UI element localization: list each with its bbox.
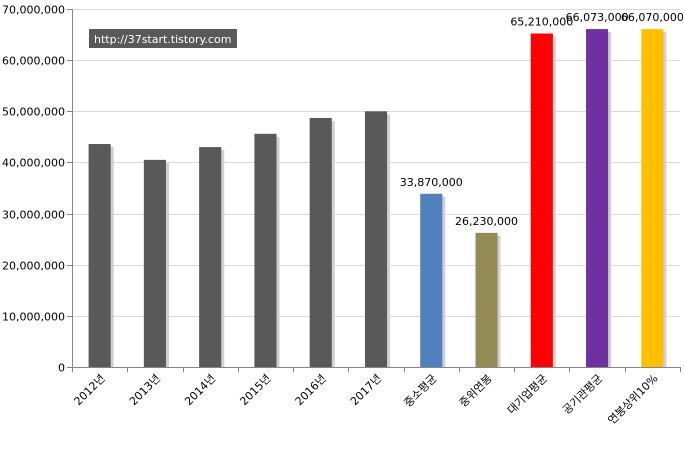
bar	[309, 117, 332, 367]
bar	[254, 133, 277, 367]
y-tick-label: 70,000,000	[2, 4, 65, 17]
bar	[364, 111, 388, 368]
data-label: 65,210,000	[510, 15, 573, 28]
bar	[475, 232, 498, 367]
bar	[586, 29, 609, 367]
data-label: 33,870,000	[400, 176, 463, 189]
y-tick-label: 0	[58, 362, 65, 375]
watermark: http://37start.tistory.com	[89, 29, 237, 48]
bar	[143, 159, 166, 367]
x-tick-label: 중위연봉	[457, 372, 495, 410]
x-tick-label: 2017년	[348, 372, 384, 408]
y-tick-label: 60,000,000	[2, 55, 65, 68]
bar	[199, 147, 222, 367]
y-tick-label: 50,000,000	[2, 106, 65, 119]
y-tick-label: 40,000,000	[2, 157, 65, 170]
y-tick-label: 10,000,000	[2, 311, 65, 324]
data-label: 66,073,000	[566, 11, 629, 24]
x-tick-label: 중소평균	[402, 372, 440, 410]
bar	[88, 144, 111, 367]
y-tick-label: 30,000,000	[2, 209, 65, 222]
x-tick-label: 2013년	[127, 372, 163, 408]
x-tick-label: 대기업평균	[505, 372, 550, 417]
x-tick-label: 2012년	[72, 372, 108, 408]
watermark-box	[89, 29, 237, 48]
bar	[641, 29, 664, 367]
x-tick-label: 연봉상위10%	[605, 372, 660, 427]
data-label: 26,230,000	[455, 215, 518, 228]
bar	[420, 193, 443, 367]
watermark-text: http://37start.tistory.com	[94, 33, 231, 46]
data-label: 66,070,000	[621, 11, 684, 24]
data-labels: 33,870,000 26,230,000 65,210,00066,073,000…	[400, 11, 684, 228]
x-tick-label: 2016년	[293, 372, 329, 408]
bar	[530, 33, 553, 367]
x-tick-label: 공기관평균	[560, 372, 605, 417]
bars	[88, 29, 667, 368]
y-tick-label: 20,000,000	[2, 260, 65, 273]
x-tick-label: 2015년	[237, 372, 273, 408]
x-tick-label: 2014년	[182, 372, 218, 408]
